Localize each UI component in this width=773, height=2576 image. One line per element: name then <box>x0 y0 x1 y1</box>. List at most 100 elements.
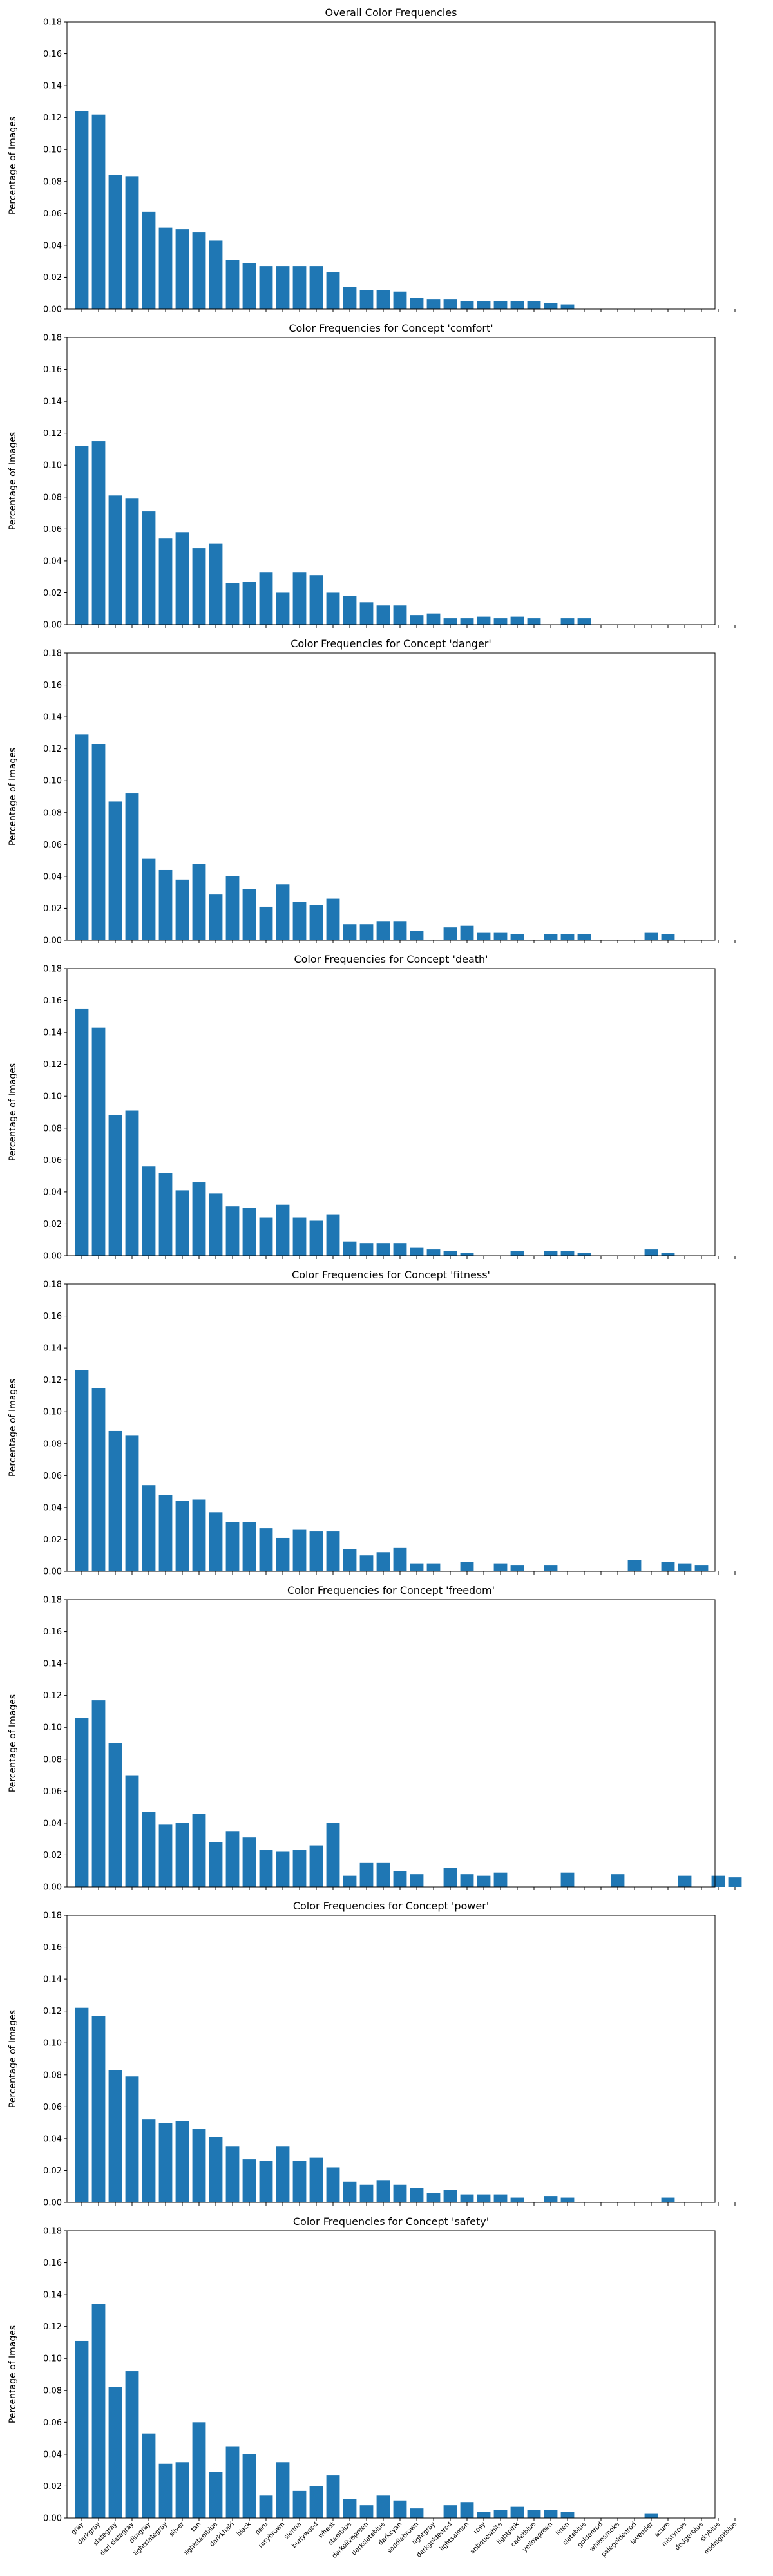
bar-lightsalmon <box>460 1253 474 1256</box>
y-tick-label: 0.18 <box>43 2227 62 2237</box>
y-tick-label: 0.16 <box>43 2259 62 2268</box>
bar-rosy <box>477 616 491 625</box>
bar-midnightblue <box>728 1877 742 1887</box>
bar-lightsalmon <box>460 925 474 940</box>
bar-darkkhaki <box>225 2146 240 2202</box>
bar-lightsteelblue <box>209 1193 223 1256</box>
panel-title: Overall Color Frequencies <box>325 6 457 19</box>
plot-frame <box>66 968 716 1256</box>
bar-rosybrown <box>276 2462 290 2518</box>
panel-title: Color Frequencies for Concept 'death' <box>294 953 488 965</box>
bar-saddlebrown <box>410 2188 424 2202</box>
bar-darkslateblue <box>376 605 390 625</box>
y-tick-label: 0.14 <box>43 1660 62 1669</box>
bar-slategray <box>108 1743 122 1887</box>
bar-mistyrose <box>678 1875 692 1887</box>
bar-linen <box>560 2512 575 2518</box>
bar-saddlebrown <box>410 2508 424 2518</box>
bar-lightpink <box>510 2506 524 2518</box>
bar-black <box>242 1208 256 1256</box>
bar-sienna <box>292 902 307 940</box>
bar-linen <box>560 304 575 309</box>
bar-lightsalmon <box>460 301 474 309</box>
bar-saddlebrown <box>410 1563 424 1571</box>
panel-title: Color Frequencies for Concept 'fitness' <box>292 1269 490 1281</box>
bar-yellowgreen <box>544 1251 558 1256</box>
y-tick-label: 0.12 <box>43 1060 62 1070</box>
bar-darkslateblue <box>376 1862 390 1887</box>
y-tick-label: 0.16 <box>43 50 62 59</box>
y-tick-label: 0.14 <box>43 1028 62 1038</box>
y-tick-label: 0.04 <box>43 2450 62 2459</box>
y-tick-label: 0.06 <box>43 840 62 850</box>
plot-frame <box>66 652 716 941</box>
bar-rosybrown <box>276 266 290 309</box>
panel-title: Color Frequencies for Concept 'power' <box>293 1900 489 1912</box>
y-tick-label: 0.06 <box>43 525 62 535</box>
bar-darkgray <box>91 744 106 940</box>
bar-rosybrown <box>276 1537 290 1571</box>
bar-azure <box>661 1562 675 1571</box>
bar-lightsteelblue <box>209 2137 223 2202</box>
bar-burlywood <box>309 2157 323 2202</box>
bar-burlywood <box>309 1531 323 1571</box>
bar-rosybrown <box>276 2146 290 2202</box>
bar-lightslategray <box>158 538 173 625</box>
y-tick-label: 0.08 <box>43 177 62 187</box>
bar-silver <box>175 1501 189 1571</box>
bar-black <box>242 2159 256 2202</box>
bar-cadetblue <box>527 301 541 309</box>
bar-dimgray <box>142 1166 156 1256</box>
bar-peru <box>259 572 273 625</box>
bar-darkslategray <box>125 1435 139 1571</box>
bar-lavender <box>644 1249 658 1256</box>
bar-steelblue <box>343 1241 357 1256</box>
bar-lightpink <box>510 1565 524 1571</box>
y-tick-label: 0.14 <box>43 2291 62 2300</box>
bar-darkolivegreen <box>359 1862 374 1887</box>
panel-title: Color Frequencies for Concept 'comfort' <box>289 322 493 334</box>
y-tick-label: 0.04 <box>43 1188 62 1197</box>
bar-darkgoldenrod <box>443 618 457 625</box>
x-tick-label: tan <box>190 2521 202 2533</box>
bar-dimgray <box>142 211 156 309</box>
y-tick-label: 0.18 <box>43 18 62 28</box>
bar-rosy <box>477 1875 491 1887</box>
x-tick-label: gray <box>70 2521 85 2536</box>
y-axis-label: Percentage of Images <box>8 748 18 846</box>
bar-darkcyan <box>393 291 407 309</box>
bar-darkolivegreen <box>359 1555 374 1571</box>
bar-tan <box>192 1814 206 1887</box>
bar-antiquewhite <box>493 2194 508 2202</box>
y-tick-label: 0.06 <box>43 2418 62 2428</box>
bar-gray <box>75 2007 89 2202</box>
bar-darkslategray <box>125 1775 139 1887</box>
y-tick-label: 0.12 <box>43 2007 62 2016</box>
bar-lightgray <box>426 2193 441 2202</box>
y-tick-label: 0.04 <box>43 1819 62 1828</box>
bar-darkkhaki <box>225 583 240 625</box>
bar-lightgray <box>426 299 441 309</box>
bar-darkgoldenrod <box>443 1868 457 1887</box>
bar-gray <box>75 734 89 940</box>
bar-rosy <box>477 932 491 940</box>
bar-darkkhaki <box>225 1522 240 1571</box>
y-tick-label: 0.12 <box>43 1691 62 1701</box>
bar-lightgray <box>426 1249 441 1256</box>
bar-lightpink <box>510 934 524 940</box>
bar-dimgray <box>142 2433 156 2518</box>
bar-sienna <box>292 2490 307 2518</box>
bar-lavender <box>644 932 658 940</box>
bar-burlywood <box>309 266 323 309</box>
bar-black <box>242 1837 256 1887</box>
y-tick-label: 0.00 <box>43 305 62 315</box>
bar-darkgoldenrod <box>443 2190 457 2202</box>
bar-tan <box>192 1182 206 1256</box>
bar-burlywood <box>309 1845 323 1887</box>
bar-darkslategray <box>125 2076 139 2202</box>
y-tick-label: 0.08 <box>43 493 62 502</box>
bar-burlywood <box>309 1220 323 1256</box>
y-axis-label: Percentage of Images <box>8 1063 18 1161</box>
bar-darkkhaki <box>225 1831 240 1887</box>
